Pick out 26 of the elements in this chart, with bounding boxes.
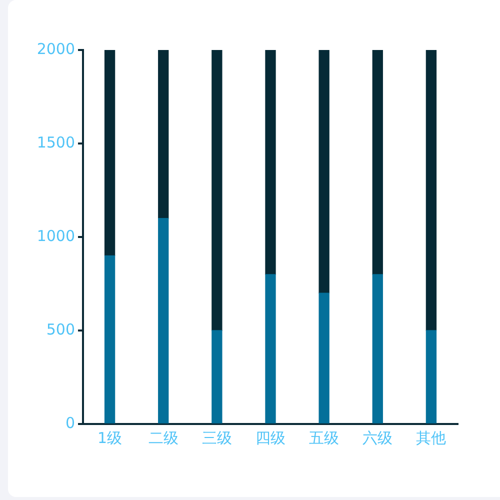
y-tick-label: 0 xyxy=(65,414,75,432)
bar xyxy=(265,50,276,275)
bar xyxy=(372,274,383,424)
y-tick-label: 1500 xyxy=(36,133,75,152)
x-tick-label: 六级 xyxy=(362,428,393,447)
x-tick-label: 其他 xyxy=(416,428,446,447)
bar xyxy=(318,50,330,294)
bar xyxy=(212,330,222,424)
bar xyxy=(158,50,169,219)
bar xyxy=(158,218,169,424)
x-tick-label: 二级 xyxy=(148,428,178,447)
x-tick-label: 1级 xyxy=(98,428,122,447)
bar xyxy=(104,255,116,424)
bar xyxy=(318,292,330,424)
x-tick-label: 五级 xyxy=(309,428,340,447)
bar xyxy=(212,50,222,331)
x-tick-label: 四级 xyxy=(256,428,286,447)
bar xyxy=(426,50,437,331)
y-tick-label: 500 xyxy=(46,320,75,338)
x-tick-label: 三级 xyxy=(202,428,232,447)
bar xyxy=(265,274,276,424)
y-tick-label: 1000 xyxy=(36,226,75,245)
bar xyxy=(426,330,437,424)
bar xyxy=(104,50,116,256)
y-tick-label: 2000 xyxy=(36,40,75,58)
bar xyxy=(372,50,383,275)
